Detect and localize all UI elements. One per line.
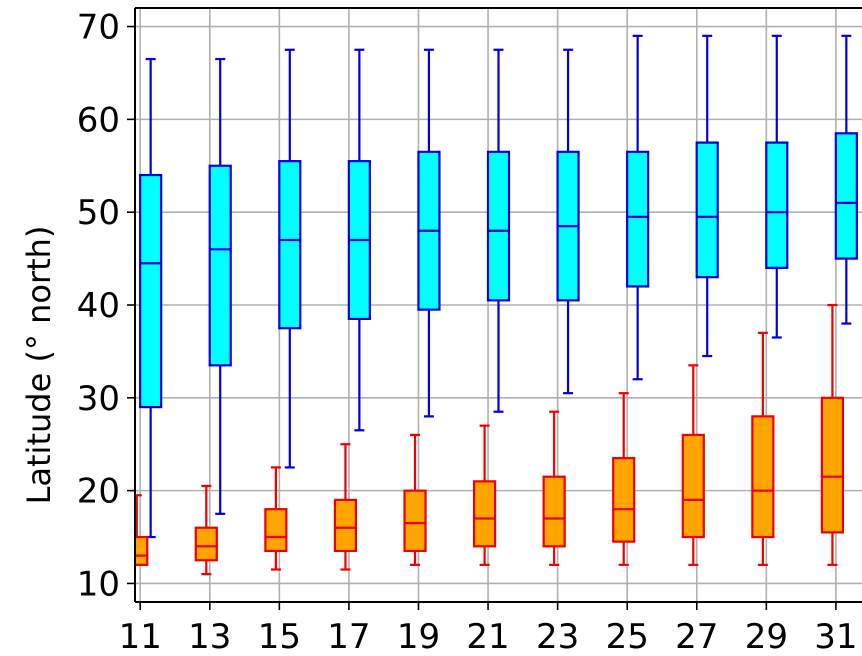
box [681, 433, 705, 539]
tick-labels: 11 13 15 17 19 21 23 25 27 29 31 10 20 30 40 50 60 70 [77, 8, 858, 656]
box [403, 489, 427, 553]
box [626, 150, 650, 288]
axes [127, 7, 862, 610]
box [542, 475, 566, 548]
box [751, 415, 775, 539]
y-tick-label: 50 [77, 193, 120, 233]
x-tick-label: 17 [327, 617, 370, 656]
x-tick-label: 11 [119, 617, 162, 656]
y-axis-label: Latitude (° north) [20, 226, 58, 505]
box-series-group [135, 34, 858, 576]
y-tick-label: 30 [77, 379, 120, 419]
box [135, 535, 149, 566]
box [208, 164, 232, 367]
x-tick-label: 15 [258, 617, 301, 656]
y-tick-label: 10 [77, 564, 120, 604]
x-tick-label: 29 [745, 617, 788, 656]
x-tick-label: 31 [814, 617, 857, 656]
y-tick-label: 60 [77, 100, 120, 140]
box [333, 498, 358, 553]
x-tick-label: 21 [466, 617, 509, 656]
box [472, 480, 497, 548]
box [139, 173, 163, 409]
box [612, 457, 636, 543]
box [278, 160, 302, 330]
y-tick-label: 70 [77, 8, 120, 48]
y-tick-label: 20 [77, 472, 120, 512]
x-tick-label: 25 [606, 617, 649, 656]
box [765, 141, 789, 269]
box [264, 508, 288, 553]
box [194, 526, 218, 562]
box [486, 150, 511, 302]
box-series-1 [139, 34, 858, 539]
x-tick-label: 27 [675, 617, 718, 656]
x-tick-label: 13 [188, 617, 231, 656]
x-tick-label: 19 [397, 617, 440, 656]
box-series-2 [135, 303, 845, 576]
x-tick-label: 23 [536, 617, 579, 656]
box [834, 132, 858, 260]
box [695, 141, 719, 279]
y-tick-label: 40 [77, 286, 120, 326]
box [820, 396, 845, 534]
